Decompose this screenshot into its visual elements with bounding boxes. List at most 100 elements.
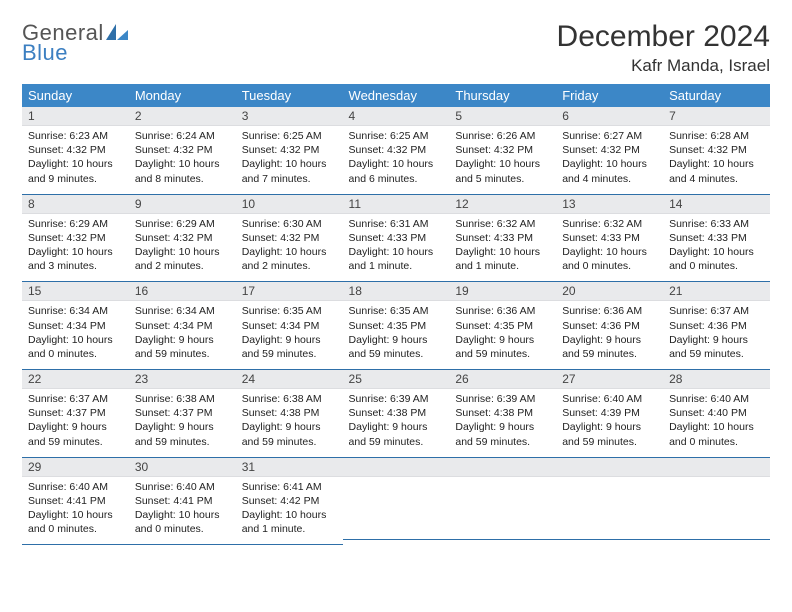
day-day1: Daylight: 10 hours [242,245,337,259]
day-body: Sunrise: 6:26 AMSunset: 4:32 PMDaylight:… [449,126,556,194]
day-body: Sunrise: 6:35 AMSunset: 4:35 PMDaylight:… [343,301,450,369]
day-sunrise: Sunrise: 6:38 AM [135,392,230,406]
calendar-cell: 5Sunrise: 6:26 AMSunset: 4:32 PMDaylight… [449,107,556,195]
day-body: Sunrise: 6:38 AMSunset: 4:37 PMDaylight:… [129,389,236,457]
day-body: Sunrise: 6:39 AMSunset: 4:38 PMDaylight:… [343,389,450,457]
brand-logo: General Blue [22,20,128,66]
day-day2: and 4 minutes. [562,172,657,186]
day-body: Sunrise: 6:27 AMSunset: 4:32 PMDaylight:… [556,126,663,194]
day-sunrise: Sunrise: 6:24 AM [135,129,230,143]
day-number: 13 [556,195,663,214]
day-day1: Daylight: 9 hours [562,333,657,347]
day-day2: and 59 minutes. [562,347,657,361]
day-sunrise: Sunrise: 6:34 AM [135,304,230,318]
calendar-cell: 4Sunrise: 6:25 AMSunset: 4:32 PMDaylight… [343,107,450,195]
day-day2: and 59 minutes. [242,435,337,449]
day-day2: and 59 minutes. [242,347,337,361]
day-body: Sunrise: 6:29 AMSunset: 4:32 PMDaylight:… [129,214,236,282]
day-sunset: Sunset: 4:33 PM [349,231,444,245]
day-number: 2 [129,107,236,126]
day-sunset: Sunset: 4:32 PM [562,143,657,157]
day-day1: Daylight: 10 hours [28,245,123,259]
day-sunrise: Sunrise: 6:36 AM [562,304,657,318]
day-sunrise: Sunrise: 6:35 AM [242,304,337,318]
day-body: Sunrise: 6:23 AMSunset: 4:32 PMDaylight:… [22,126,129,194]
calendar-week-row: 8Sunrise: 6:29 AMSunset: 4:32 PMDaylight… [22,195,770,283]
calendar-cell [556,458,663,546]
day-day1: Daylight: 10 hours [455,157,550,171]
day-sunset: Sunset: 4:38 PM [349,406,444,420]
day-sunrise: Sunrise: 6:27 AM [562,129,657,143]
day-sunset: Sunset: 4:36 PM [669,319,764,333]
day-number: 20 [556,282,663,301]
col-wednesday: Wednesday [343,84,450,107]
calendar-cell: 12Sunrise: 6:32 AMSunset: 4:33 PMDayligh… [449,195,556,283]
day-day2: and 2 minutes. [135,259,230,273]
day-day2: and 59 minutes. [28,435,123,449]
day-number: 3 [236,107,343,126]
day-body: Sunrise: 6:32 AMSunset: 4:33 PMDaylight:… [449,214,556,282]
day-body: Sunrise: 6:24 AMSunset: 4:32 PMDaylight:… [129,126,236,194]
day-sunset: Sunset: 4:39 PM [562,406,657,420]
day-day2: and 0 minutes. [28,522,123,536]
day-number: 17 [236,282,343,301]
day-day1: Daylight: 9 hours [349,333,444,347]
day-day1: Daylight: 10 hours [349,245,444,259]
calendar-cell [343,458,450,546]
day-day2: and 0 minutes. [28,347,123,361]
day-sunrise: Sunrise: 6:41 AM [242,480,337,494]
day-day2: and 59 minutes. [669,347,764,361]
day-sunset: Sunset: 4:35 PM [455,319,550,333]
calendar-cell: 7Sunrise: 6:28 AMSunset: 4:32 PMDaylight… [663,107,770,195]
calendar-cell: 19Sunrise: 6:36 AMSunset: 4:35 PMDayligh… [449,282,556,370]
day-sunset: Sunset: 4:35 PM [349,319,444,333]
day-day2: and 7 minutes. [242,172,337,186]
day-day2: and 0 minutes. [669,435,764,449]
day-number: 23 [129,370,236,389]
day-day1: Daylight: 9 hours [349,420,444,434]
day-sunrise: Sunrise: 6:25 AM [242,129,337,143]
day-sunset: Sunset: 4:42 PM [242,494,337,508]
calendar-cell: 13Sunrise: 6:32 AMSunset: 4:33 PMDayligh… [556,195,663,283]
location-label: Kafr Manda, Israel [557,56,770,76]
day-number: 6 [556,107,663,126]
calendar-week-row: 1Sunrise: 6:23 AMSunset: 4:32 PMDaylight… [22,107,770,195]
day-body: Sunrise: 6:32 AMSunset: 4:33 PMDaylight:… [556,214,663,282]
day-number: 31 [236,458,343,477]
day-sunset: Sunset: 4:34 PM [28,319,123,333]
day-number: 10 [236,195,343,214]
logo-sail-icon [106,24,128,45]
day-day1: Daylight: 10 hours [135,508,230,522]
day-day2: and 4 minutes. [669,172,764,186]
day-sunset: Sunset: 4:38 PM [242,406,337,420]
col-sunday: Sunday [22,84,129,107]
day-sunrise: Sunrise: 6:37 AM [669,304,764,318]
day-day1: Daylight: 10 hours [242,508,337,522]
day-day2: and 1 minute. [242,522,337,536]
day-body: Sunrise: 6:37 AMSunset: 4:37 PMDaylight:… [22,389,129,457]
day-body: Sunrise: 6:30 AMSunset: 4:32 PMDaylight:… [236,214,343,282]
day-day2: and 59 minutes. [455,435,550,449]
day-body: Sunrise: 6:31 AMSunset: 4:33 PMDaylight:… [343,214,450,282]
day-body [343,477,450,539]
day-body: Sunrise: 6:41 AMSunset: 4:42 PMDaylight:… [236,477,343,545]
day-sunset: Sunset: 4:33 PM [455,231,550,245]
day-day1: Daylight: 9 hours [242,420,337,434]
day-sunset: Sunset: 4:34 PM [135,319,230,333]
day-body: Sunrise: 6:40 AMSunset: 4:41 PMDaylight:… [22,477,129,545]
day-day2: and 0 minutes. [135,522,230,536]
day-day2: and 0 minutes. [669,259,764,273]
day-sunset: Sunset: 4:32 PM [135,231,230,245]
calendar-cell: 16Sunrise: 6:34 AMSunset: 4:34 PMDayligh… [129,282,236,370]
calendar-cell [663,458,770,546]
day-sunset: Sunset: 4:32 PM [28,143,123,157]
calendar-week-row: 29Sunrise: 6:40 AMSunset: 4:41 PMDayligh… [22,458,770,546]
day-number: 1 [22,107,129,126]
day-number [449,458,556,477]
day-sunrise: Sunrise: 6:38 AM [242,392,337,406]
day-sunset: Sunset: 4:37 PM [28,406,123,420]
day-day1: Daylight: 9 hours [455,420,550,434]
day-sunset: Sunset: 4:33 PM [669,231,764,245]
day-sunset: Sunset: 4:33 PM [562,231,657,245]
day-number: 9 [129,195,236,214]
